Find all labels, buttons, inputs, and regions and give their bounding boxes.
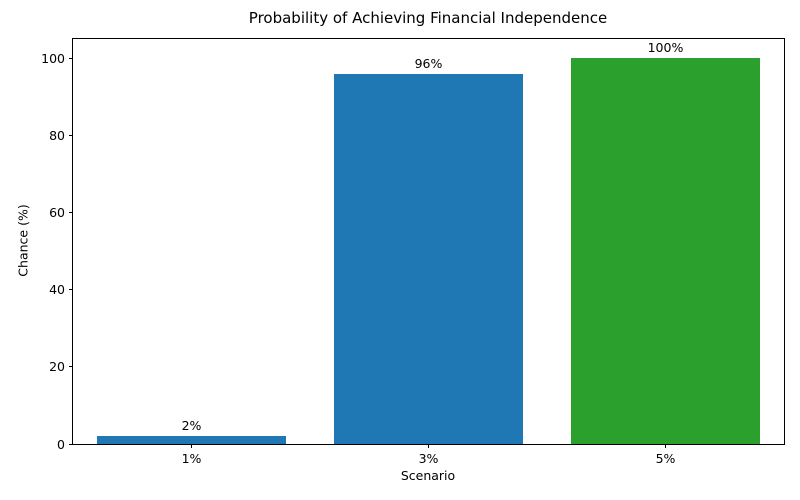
y-axis-tick: [69, 57, 73, 59]
y-axis-tick: [69, 134, 73, 136]
y-axis-tick: [69, 289, 73, 291]
y-axis-tick: [69, 212, 73, 214]
y-axis-tick: [69, 443, 73, 445]
x-axis-tick: [665, 444, 666, 448]
y-axis-tick-label: 60: [49, 205, 65, 221]
bar-value-label: 100%: [647, 40, 684, 56]
x-axis-label: Scenario: [400, 468, 456, 483]
y-axis-label: Chance (%): [15, 204, 31, 277]
x-axis-tick: [191, 444, 192, 448]
y-axis-tick-label: 100: [41, 50, 65, 66]
x-axis-tick-label: 5%: [655, 451, 676, 466]
y-axis-tick-label: 40: [49, 282, 65, 298]
x-axis-tick-label: 3%: [418, 451, 439, 466]
x-axis-tick: [428, 444, 429, 448]
bar: [570, 58, 761, 444]
bar: [96, 436, 287, 444]
bar-value-label: 96%: [414, 55, 443, 71]
y-axis-tick-label: 20: [49, 359, 65, 375]
y-axis-tick-label: 80: [49, 127, 65, 143]
bar-value-label: 2%: [181, 418, 202, 434]
plot-area: 0 20 40 60 80 100 2% 1% 96% 3% 100% 5%: [41, 38, 785, 466]
chart-title: Probability of Achieving Financial Indep…: [248, 9, 608, 27]
x-axis-tick-label: 1%: [181, 451, 202, 466]
y-axis-tick: [69, 366, 73, 368]
bar: [333, 73, 524, 444]
y-axis-tick-label: 0: [57, 436, 65, 452]
